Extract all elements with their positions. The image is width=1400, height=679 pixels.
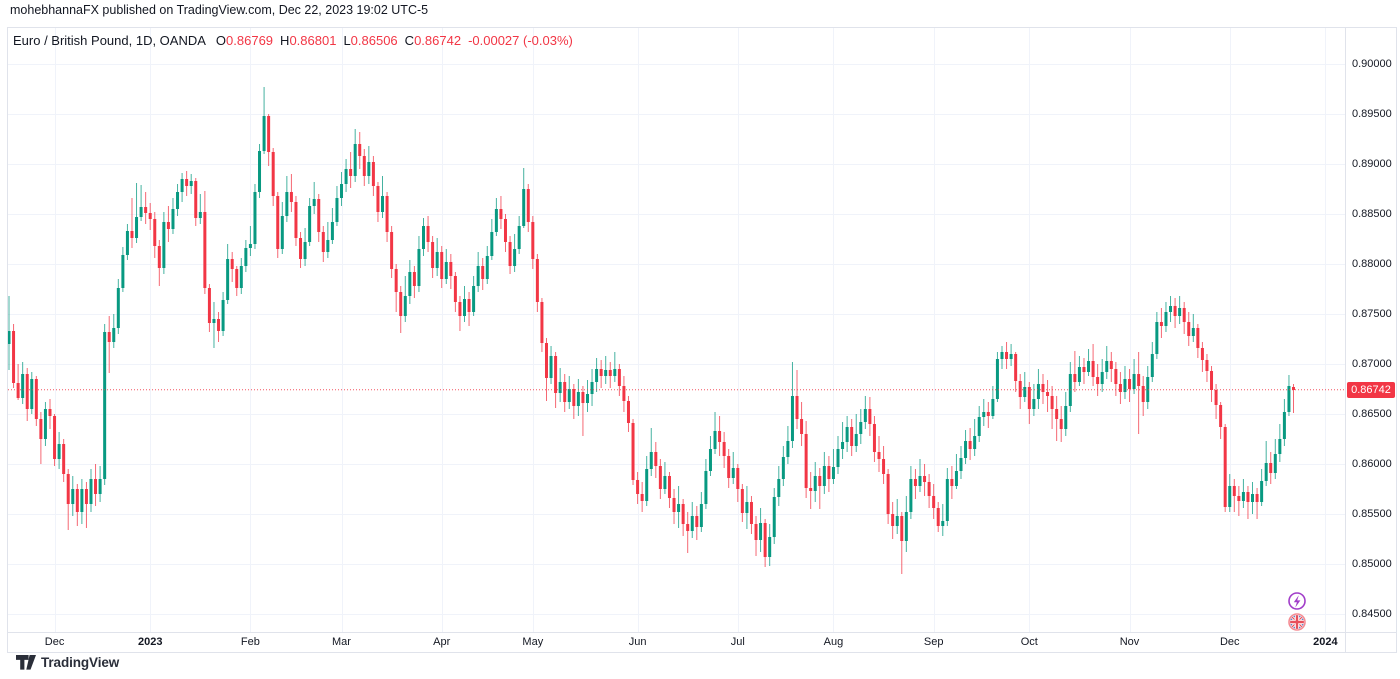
time-axis-label: May [522, 636, 544, 648]
tradingview-logo-icon [16, 655, 36, 670]
open-value: 0.86769 [226, 33, 274, 48]
price-axis-label: 0.86500 [1352, 408, 1392, 420]
time-axis-label: Jun [628, 636, 647, 648]
time-axis-label: Dec [44, 636, 65, 648]
time-axis-label: 2024 [1313, 636, 1338, 648]
time-axis-label: Apr [433, 636, 451, 648]
time-axis-label: Nov [1119, 636, 1140, 648]
price-axis-label: 0.84500 [1352, 608, 1392, 620]
tradingview-logo[interactable]: TradingView [16, 655, 119, 670]
time-axis-label: Mar [332, 636, 351, 648]
price-axis[interactable]: 0.86742 0.90000 0.89500 0.89000 0.88500 0.88… [1346, 27, 1397, 632]
change-value: -0.00027 (-0.03%) [468, 33, 573, 48]
time-axis-label: Jul [730, 636, 745, 648]
time-axis-label: Oct [1020, 636, 1038, 648]
low-value: 0.86506 [350, 33, 398, 48]
time-axis-label: 2023 [137, 636, 163, 648]
price-axis-label: 0.85000 [1352, 558, 1392, 570]
lightning-event-icon[interactable] [1288, 592, 1306, 610]
time-axis-label: Dec [1219, 636, 1240, 648]
price-axis-label: 0.87000 [1352, 358, 1392, 370]
close-value: 0.86742 [414, 33, 462, 48]
low-label: L [343, 33, 351, 48]
open-label: O [215, 33, 227, 48]
price-axis-label: 0.90000 [1352, 58, 1392, 70]
symbol-legend: Euro / British Pound, 1D, OANDA O0.86769 H… [13, 33, 580, 48]
last-price-badge: 0.86742 [1347, 381, 1395, 398]
tradingview-logo-text: TradingView [41, 655, 120, 670]
time-axis-label: Feb [240, 636, 260, 648]
time-axis-label: Aug [823, 636, 844, 648]
high-label: H [280, 33, 290, 48]
time-axis[interactable]: Dec 2023 Feb Mar Apr May Jun Jul Aug Sep Oct Nov Dec… [7, 633, 1397, 652]
price-axis-label: 0.89500 [1352, 108, 1392, 120]
price-axis-label: 0.89000 [1352, 158, 1392, 170]
chart-frame [7, 27, 1397, 653]
symbol-title[interactable]: Euro / British Pound, 1D, OANDA [13, 33, 206, 48]
price-axis-label: 0.88000 [1352, 258, 1392, 270]
uk-flag-event-icon[interactable] [1288, 613, 1306, 631]
close-label: C [404, 33, 415, 48]
time-axis-label: Sep [923, 636, 944, 648]
high-value: 0.86801 [289, 33, 337, 48]
price-axis-label: 0.85500 [1352, 508, 1392, 520]
price-axis-label: 0.88500 [1352, 208, 1392, 220]
price-axis-label: 0.87500 [1352, 308, 1392, 320]
price-axis-label: 0.86000 [1352, 458, 1392, 470]
attribution-text: mohebhannaFX published on TradingView.co… [10, 3, 429, 17]
